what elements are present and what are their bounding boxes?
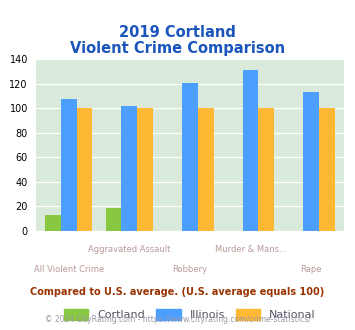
Bar — [61, 99, 77, 231]
Bar — [319, 109, 335, 231]
Legend: Cortland, Illinois, National: Cortland, Illinois, National — [64, 309, 316, 320]
Bar — [182, 83, 198, 231]
Bar — [45, 215, 61, 231]
Text: © 2024 CityRating.com - https://www.cityrating.com/crime-statistics/: © 2024 CityRating.com - https://www.city… — [45, 315, 310, 324]
Bar — [198, 109, 214, 231]
Bar — [121, 106, 137, 231]
Text: Violent Crime Comparison: Violent Crime Comparison — [70, 41, 285, 56]
Bar — [303, 92, 319, 231]
Bar — [106, 208, 121, 231]
Text: All Violent Crime: All Violent Crime — [34, 265, 104, 274]
Text: Murder & Mans...: Murder & Mans... — [214, 245, 286, 254]
Text: Rape: Rape — [300, 265, 322, 274]
Text: 2019 Cortland: 2019 Cortland — [119, 25, 236, 40]
Text: Aggravated Assault: Aggravated Assault — [88, 245, 170, 254]
Bar — [77, 109, 92, 231]
Bar — [242, 70, 258, 231]
Bar — [137, 109, 153, 231]
Text: Robbery: Robbery — [173, 265, 207, 274]
Bar — [258, 109, 274, 231]
Text: Compared to U.S. average. (U.S. average equals 100): Compared to U.S. average. (U.S. average … — [31, 287, 324, 297]
